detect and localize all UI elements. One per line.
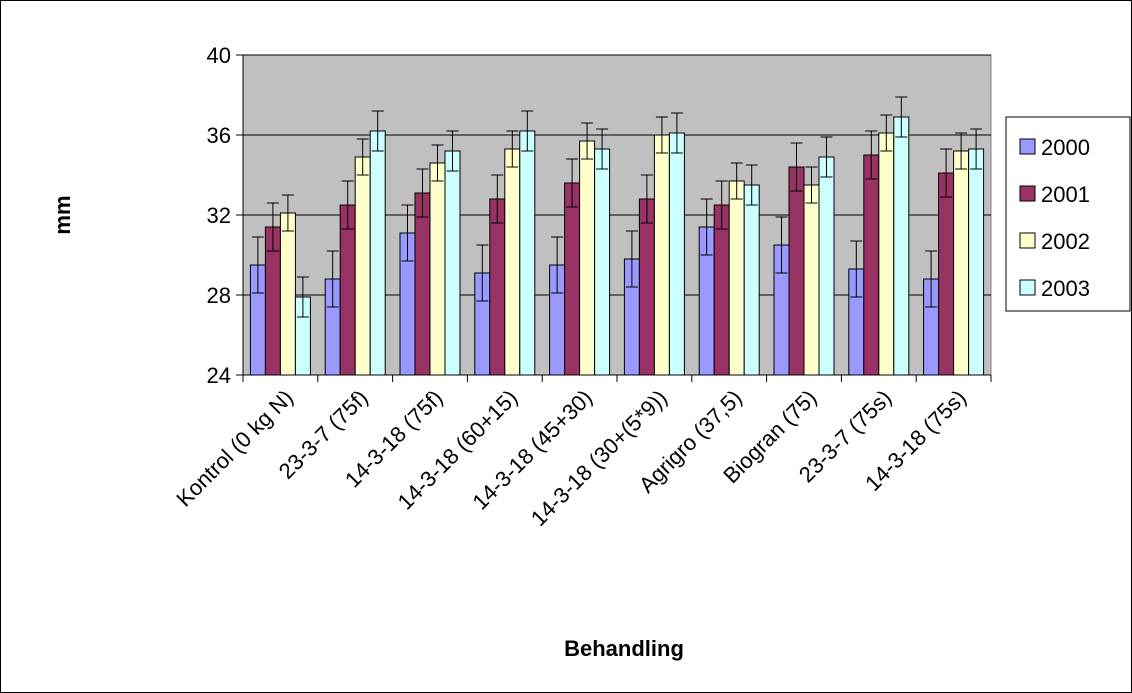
y-tick-label: 28 <box>207 283 231 308</box>
bar-2003 <box>594 148 611 376</box>
bar-2002 <box>953 150 970 376</box>
bar-2003 <box>818 156 835 376</box>
legend-label-2003: 2003 <box>1041 276 1090 301</box>
y-axis-title: mm <box>50 195 75 234</box>
y-tick-label: 32 <box>207 203 231 228</box>
bar-2002 <box>878 132 895 376</box>
bar-2002 <box>579 140 596 376</box>
legend-label-2002: 2002 <box>1041 229 1090 254</box>
bar-2003 <box>968 148 985 376</box>
legend-swatch-2001 <box>1019 185 1036 202</box>
bar-2003 <box>668 132 685 376</box>
bar-2003 <box>893 116 910 376</box>
bar-2003 <box>743 184 760 376</box>
bar-2002 <box>653 134 670 376</box>
x-tick-label: Kontrol (0 kg N) <box>171 385 298 512</box>
bar-2002 <box>504 148 521 376</box>
legend-swatch-2003 <box>1019 279 1036 296</box>
bar-2002 <box>279 212 296 376</box>
bar-2003 <box>444 150 461 376</box>
bar-2003 <box>369 130 386 376</box>
bar-2002 <box>728 180 745 376</box>
bar-2001 <box>638 198 655 376</box>
x-axis-title: Behandling <box>564 636 684 661</box>
bar-2003 <box>519 130 536 376</box>
bar-2001 <box>489 198 506 376</box>
y-tick-label: 36 <box>207 123 231 148</box>
bar-2001 <box>564 182 581 376</box>
bar-2002 <box>354 156 371 376</box>
legend-swatch-2000 <box>1019 138 1036 155</box>
bar-2002 <box>803 184 820 376</box>
legend-label-2000: 2000 <box>1041 135 1090 160</box>
y-tick-label: 40 <box>207 43 231 68</box>
bar-2001 <box>938 172 955 376</box>
y-tick-label: 24 <box>207 363 231 388</box>
bars <box>249 96 985 376</box>
bar-2001 <box>863 154 880 376</box>
legend-swatch-2002 <box>1019 232 1036 249</box>
bar-2001 <box>414 192 431 376</box>
legend-label-2001: 2001 <box>1041 182 1090 207</box>
x-tick-label: 14-3-18 (30+(5*9)) <box>526 385 672 531</box>
bar-2001 <box>788 166 805 376</box>
bar-2001 <box>339 204 356 376</box>
legend: 2000 2001 2002 2003 <box>1005 116 1131 312</box>
bar-2001 <box>713 204 730 376</box>
bar-2002 <box>429 162 446 376</box>
